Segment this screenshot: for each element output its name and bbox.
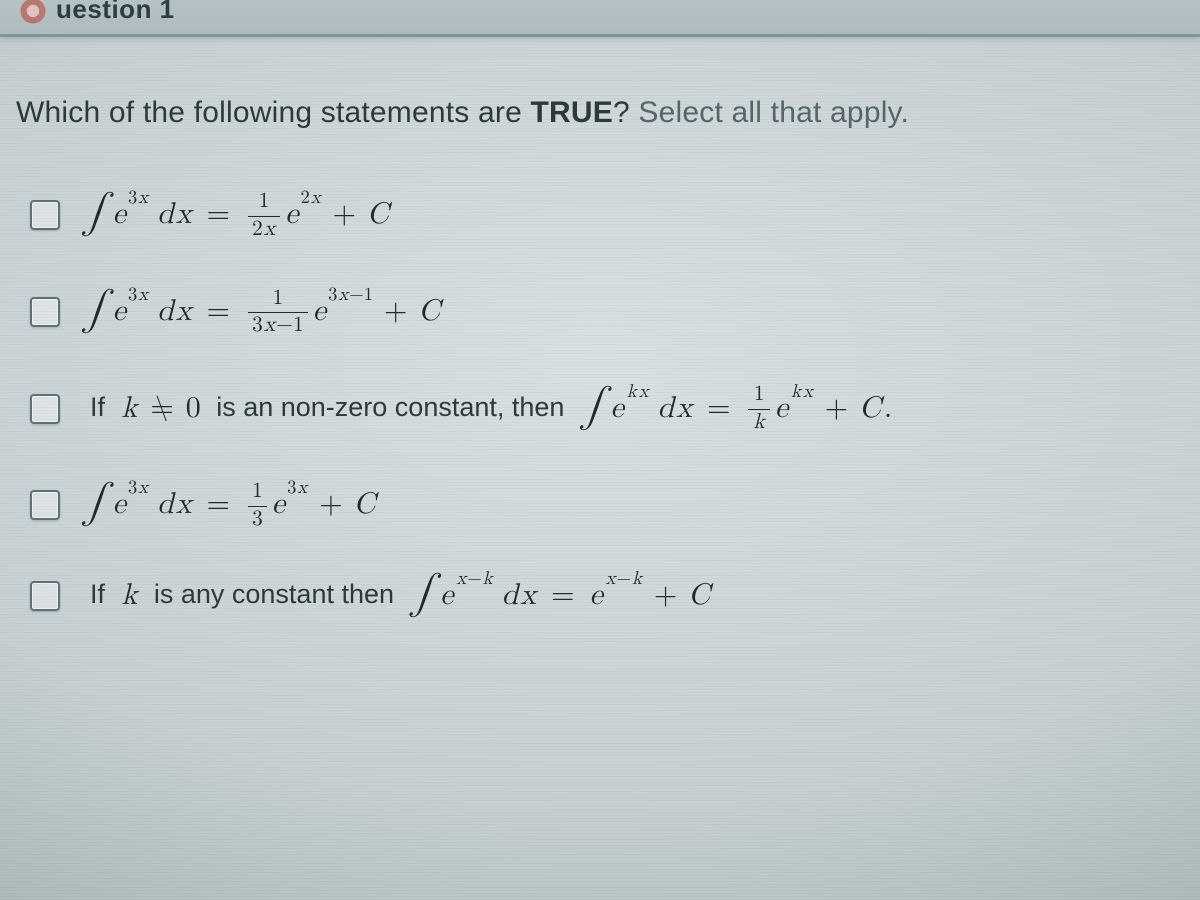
math-plus: +: [309, 489, 352, 519]
option-3-text-b: is an non-zero constant, then: [209, 394, 572, 421]
math-eq: =: [537, 580, 588, 610]
option-5: If k is any constant then ∫ e x−k dx = e…: [30, 575, 1190, 615]
math-k: k: [121, 393, 139, 423]
math-d: d: [156, 489, 175, 519]
math-x: x: [519, 580, 537, 610]
math-x: x: [175, 199, 193, 229]
option-3: If k = 0 is an non-zero constant, then ∫…: [30, 381, 1190, 434]
math-plus: +: [323, 199, 366, 229]
math-sup: kx: [789, 383, 815, 402]
math-sup: 2x: [300, 189, 323, 208]
option-5-text-b: is any constant then: [146, 581, 401, 608]
integral-sign: ∫: [580, 386, 610, 426]
math-x: x: [175, 489, 193, 519]
math-e: e: [112, 199, 127, 229]
option-3-text-a: If: [90, 394, 113, 421]
option-4-checkbox[interactable]: [30, 490, 60, 520]
math-sup: 3x: [286, 479, 309, 498]
math-sup: 3x: [127, 189, 150, 208]
math-plus: +: [644, 580, 687, 610]
options-list: ∫ e 3x dx = 1 2x e 2x + C ∫: [30, 188, 1190, 615]
integral-sign: ∫: [82, 289, 112, 329]
math-e: e: [271, 489, 286, 519]
math-e: e: [112, 296, 127, 326]
math-e: e: [588, 580, 603, 610]
math-eq: =: [193, 296, 244, 326]
option-1: ∫ e 3x dx = 1 2x e 2x + C: [30, 188, 1190, 241]
math-frac: 1 2x: [248, 190, 280, 243]
math-frac: 1 k: [748, 383, 769, 436]
math-x: x: [175, 296, 193, 326]
math-k: k: [121, 580, 139, 610]
math-C: C: [417, 296, 441, 326]
integral-sign: ∫: [82, 192, 112, 232]
option-5-checkbox[interactable]: [30, 581, 60, 611]
math-C: C: [353, 489, 377, 519]
math-frac: 1 3x−1: [248, 287, 308, 340]
math-d: d: [501, 580, 520, 610]
math-plus: +: [815, 393, 858, 423]
math-e: e: [774, 393, 789, 423]
math-C: C: [858, 393, 882, 423]
math-d: d: [156, 296, 175, 326]
option-2: ∫ e 3x dx = 1 3x−1 e 3x−1 + C: [30, 285, 1190, 338]
question-emph: TRUE: [531, 96, 613, 129]
math-e: e: [112, 489, 127, 519]
math-sup: 3x: [127, 286, 150, 305]
math-d: d: [657, 393, 676, 423]
window-topbar: uestion 1: [0, 0, 1200, 37]
tab-title-fragment: uestion 1: [56, 0, 175, 25]
question-suffix2: Select all that apply.: [638, 96, 909, 129]
question-suffix1: ?: [613, 96, 638, 129]
integral-sign: ∫: [410, 573, 440, 613]
option-4-math: ∫ e 3x dx = 1 3 e 3x + C: [82, 478, 376, 531]
math-sup: 3x: [127, 479, 150, 498]
option-5-text-a: If: [90, 581, 113, 608]
option-2-checkbox[interactable]: [30, 297, 60, 327]
math-eq: =: [693, 393, 744, 423]
option-2-math: ∫ e 3x dx = 1 3x−1 e 3x−1 + C: [82, 285, 441, 338]
math-sup: 3x−1: [327, 286, 374, 305]
option-3-checkbox[interactable]: [30, 394, 60, 424]
option-1-math: ∫ e 3x dx = 1 2x e 2x + C: [82, 188, 390, 241]
math-eq: =: [193, 489, 244, 519]
math-frac: 1 3: [248, 480, 267, 533]
math-e: e: [610, 393, 625, 423]
math-period: .: [882, 393, 892, 423]
question-block: Which of the following statements are TR…: [10, 70, 1190, 615]
math-sup: x−k: [454, 570, 494, 589]
integral-sign: ∫: [82, 482, 112, 522]
math-sup: x−k: [604, 570, 644, 589]
math-neq: =: [138, 393, 185, 423]
question-prefix: Which of the following statements are: [16, 96, 531, 129]
math-d: d: [156, 199, 175, 229]
option-4: ∫ e 3x dx = 1 3 e 3x + C: [30, 478, 1190, 531]
question-text: Which of the following statements are TR…: [16, 96, 1190, 130]
math-eq: =: [193, 199, 244, 229]
math-plus: +: [374, 296, 417, 326]
math-e: e: [312, 296, 327, 326]
math-e: e: [439, 580, 454, 610]
math-zero: 0: [186, 393, 201, 423]
math-C: C: [366, 199, 390, 229]
math-sup: kx: [625, 383, 651, 402]
option-1-checkbox[interactable]: [30, 200, 60, 230]
option-5-math: If k is any constant then ∫ e x−k dx = e…: [82, 575, 711, 615]
math-C: C: [687, 580, 711, 610]
option-3-math: If k = 0 is an non-zero constant, then ∫…: [82, 381, 892, 434]
math-e: e: [284, 199, 299, 229]
math-x: x: [675, 393, 693, 423]
tab-favicon: [18, 0, 48, 26]
